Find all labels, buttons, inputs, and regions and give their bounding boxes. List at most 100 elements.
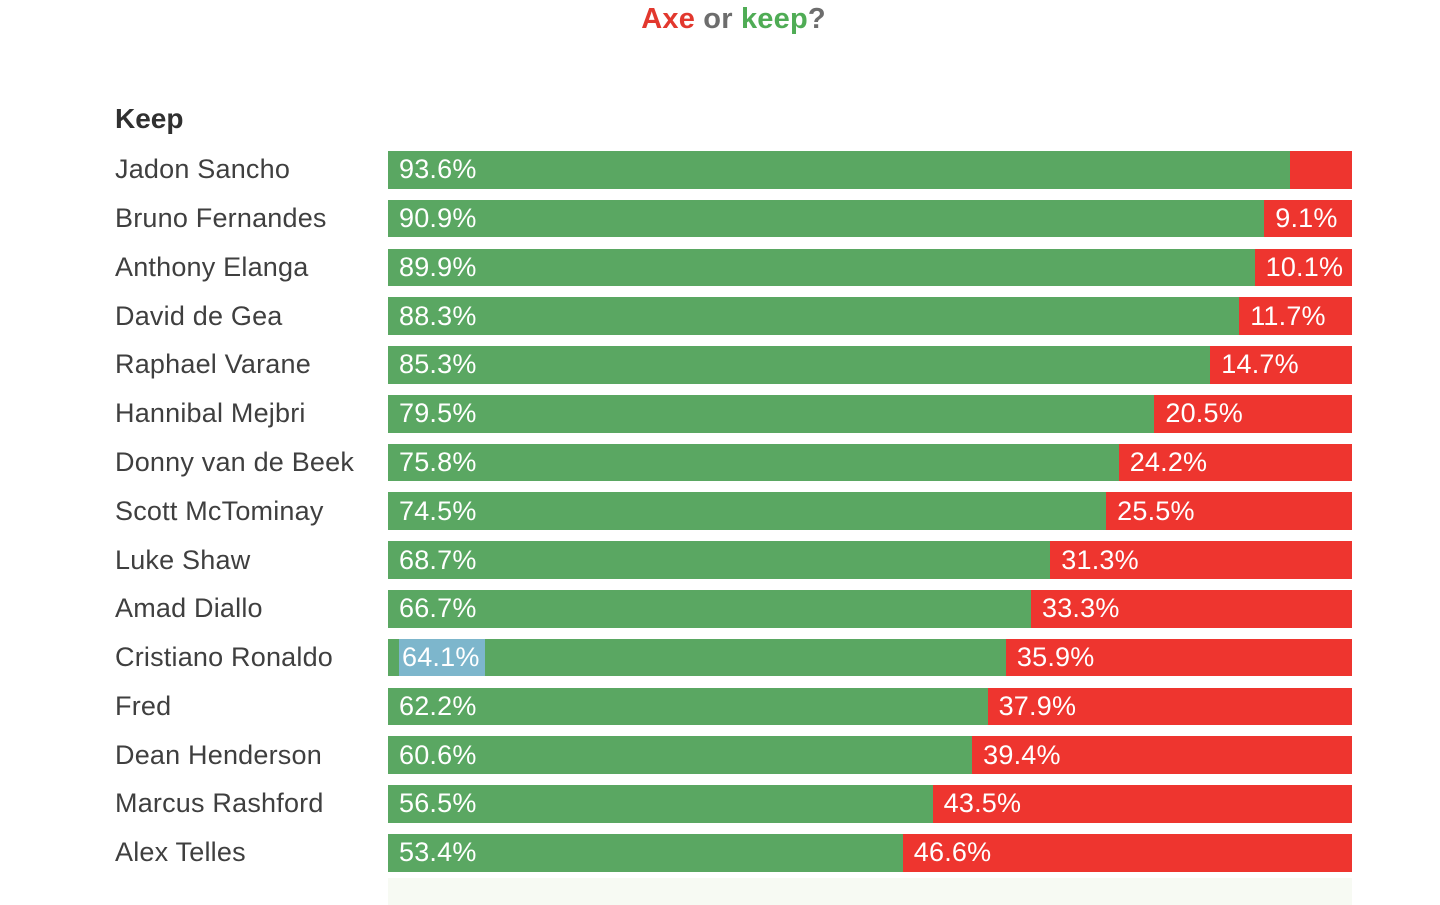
- keep-bar-segment: 66.7%: [388, 590, 1031, 628]
- keep-bar-segment: 93.6%: [388, 151, 1291, 189]
- bar-track: 74.5% 25.5%: [388, 492, 1352, 531]
- player-name: Donny van de Beek: [115, 446, 355, 477]
- bar-track: 56.5% 43.5%: [388, 785, 1352, 823]
- title-or-word: or: [695, 3, 741, 35]
- axe-percent-label: 43.5%: [943, 788, 1022, 819]
- axe-bar-segment: 9.1%: [1264, 199, 1352, 238]
- keep-percent-label: 79.5%: [399, 398, 477, 429]
- player-row: Marcus Rashford 56.5% 43.5%: [115, 785, 1352, 823]
- player-name: David de Gea: [115, 300, 283, 331]
- bar-track: 60.6% 39.4%: [388, 736, 1352, 774]
- bar-track: 75.8% 24.2%: [388, 443, 1352, 482]
- axe-bar-segment: 33.3%: [1030, 590, 1352, 628]
- player-row: Amad Diallo 66.7% 33.3%: [115, 590, 1352, 628]
- keep-bar-segment: 64.1%: [388, 638, 1006, 677]
- bar-track: 66.7% 33.3%: [388, 590, 1352, 628]
- bar-track: 68.7% 31.3%: [388, 541, 1352, 579]
- keep-percent-label-highlighted: 64.1%: [399, 638, 485, 677]
- keep-bar-segment: 85.3%: [388, 346, 1211, 384]
- axe-bar-segment: 35.9%: [1005, 638, 1352, 677]
- axe-percent-label: 24.2%: [1129, 446, 1208, 477]
- axe-bar-segment: 37.9%: [987, 687, 1352, 726]
- title-axe-word: Axe: [641, 3, 696, 35]
- keep-bar-segment: 74.5%: [388, 492, 1107, 531]
- keep-bar-segment: 89.9%: [388, 248, 1255, 287]
- bar-track: 93.6%: [388, 151, 1352, 189]
- player-row: Fred 62.2% 37.9%: [115, 687, 1352, 726]
- player-name: Luke Shaw: [115, 544, 251, 575]
- player-name: Hannibal Mejbri: [115, 398, 306, 429]
- keep-percent-label: 66.7%: [399, 593, 477, 624]
- keep-percent-label: 60.6%: [399, 739, 477, 770]
- bar-track: 88.3% 11.7%: [388, 297, 1352, 335]
- bar-track: 90.9% 9.1%: [388, 199, 1352, 238]
- axe-percent-label: 33.3%: [1041, 593, 1120, 624]
- keep-bar-segment: 56.5%: [388, 785, 933, 823]
- player-name: Raphael Varane: [115, 349, 311, 380]
- axe-percent-label: 14.7%: [1221, 349, 1299, 380]
- bar-track: 64.1% 35.9%: [388, 638, 1352, 677]
- partial-element-below: [388, 878, 1352, 905]
- keep-percent-label: 53.4%: [399, 837, 477, 868]
- axe-percent-label: 39.4%: [983, 739, 1061, 770]
- player-name: Scott McTominay: [115, 495, 324, 526]
- bar-track: 62.2% 37.9%: [388, 687, 1352, 726]
- bar-rows: Jadon Sancho 93.6% Bruno Fernandes 90.9% 9.1…: [115, 151, 1352, 883]
- player-row: Jadon Sancho 93.6%: [115, 151, 1352, 189]
- player-row: David de Gea 88.3% 11.7%: [115, 297, 1352, 335]
- axe-percent-label: 35.9%: [1016, 642, 1095, 673]
- player-name: Bruno Fernandes: [115, 203, 327, 234]
- keep-bar-segment: 68.7%: [388, 541, 1051, 579]
- keep-percent-label: 75.8%: [399, 446, 477, 477]
- keep-bar-segment: 79.5%: [388, 394, 1155, 433]
- keep-percent-label: 74.5%: [399, 495, 477, 526]
- keep-bar-segment: 53.4%: [388, 833, 903, 872]
- player-row: Dean Henderson 60.6% 39.4%: [115, 736, 1352, 774]
- axe-percent-label: 10.1%: [1265, 251, 1344, 282]
- axe-bar-segment: 11.7%: [1239, 297, 1352, 335]
- axe-bar-segment: 39.4%: [972, 736, 1352, 774]
- keep-bar-segment: 60.6%: [388, 736, 973, 774]
- player-name: Amad Diallo: [115, 593, 263, 624]
- player-row: Anthony Elanga 89.9% 10.1%: [115, 248, 1352, 287]
- player-name: Cristiano Ronaldo: [115, 642, 334, 673]
- player-row: Raphael Varane 85.3% 14.7%: [115, 346, 1352, 384]
- axe-percent-label: 31.3%: [1061, 544, 1139, 575]
- bar-track: 79.5% 20.5%: [388, 394, 1352, 433]
- player-name: Alex Telles: [115, 837, 246, 868]
- bar-track: 85.3% 14.7%: [388, 346, 1352, 384]
- player-row: Bruno Fernandes 90.9% 9.1%: [115, 199, 1352, 238]
- axe-bar-segment: [1290, 151, 1352, 189]
- keep-percent-label: 88.3%: [399, 300, 477, 331]
- keep-percent-label: 93.6%: [399, 154, 477, 185]
- player-row: Hannibal Mejbri 79.5% 20.5%: [115, 394, 1352, 433]
- axe-percent-label: 20.5%: [1165, 398, 1243, 429]
- keep-percent-label: 62.2%: [399, 690, 477, 721]
- player-row: Alex Telles 53.4% 46.6%: [115, 833, 1352, 872]
- keep-bar-segment: 62.2%: [388, 687, 988, 726]
- axe-bar-segment: 10.1%: [1254, 248, 1352, 287]
- keep-percent-label: 85.3%: [399, 349, 477, 380]
- axe-percent-label: 25.5%: [1117, 495, 1195, 526]
- axe-percent-label: 37.9%: [998, 690, 1077, 721]
- keep-percent-label: 56.5%: [399, 788, 477, 819]
- player-row: Luke Shaw 68.7% 31.3%: [115, 541, 1352, 579]
- player-row: Donny van de Beek 75.8% 24.2%: [115, 443, 1352, 482]
- axe-bar-segment: 31.3%: [1050, 541, 1352, 579]
- title-question-mark: ?: [807, 3, 826, 35]
- chart-title: Axe or keep?: [115, 3, 1352, 36]
- title-keep-word: keep: [740, 3, 808, 35]
- keep-column-heading: Keep: [115, 103, 184, 134]
- keep-percent-label: 89.9%: [399, 251, 477, 282]
- axe-bar-segment: 24.2%: [1118, 443, 1352, 482]
- axe-bar-segment: 20.5%: [1154, 394, 1352, 433]
- keep-percent-label: 90.9%: [399, 203, 477, 234]
- axe-percent-label: 11.7%: [1250, 300, 1326, 331]
- player-name: Fred: [115, 690, 172, 721]
- player-name: Marcus Rashford: [115, 788, 324, 819]
- axe-bar-segment: 14.7%: [1210, 346, 1352, 384]
- axe-bar-segment: 25.5%: [1106, 492, 1352, 531]
- keep-bar-segment: 75.8%: [388, 443, 1119, 482]
- player-row: Cristiano Ronaldo 64.1% 35.9%: [115, 638, 1352, 677]
